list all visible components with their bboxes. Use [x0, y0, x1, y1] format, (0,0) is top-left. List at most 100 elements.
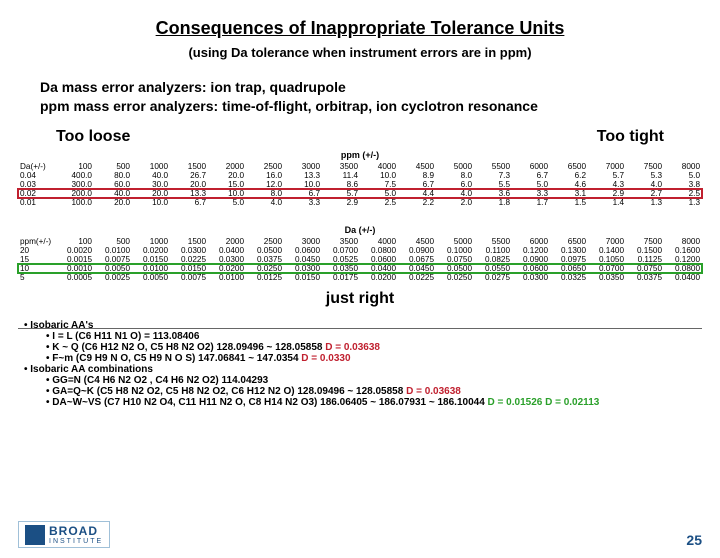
table-cell: 10.0 [208, 189, 246, 198]
table-cell: 4.6 [550, 180, 588, 189]
table-cell: 0.0015 [56, 255, 94, 264]
table-cell: 8.9 [398, 171, 436, 180]
table-cell: 0.0250 [246, 264, 284, 273]
table-row: 50.00050.00250.00500.00750.01000.01250.0… [18, 273, 702, 282]
table-cell: 0.1000 [436, 246, 474, 255]
table-col-header: 8000 [664, 162, 702, 171]
table-cell: 80.0 [94, 171, 132, 180]
table-col-header: 6000 [512, 237, 550, 246]
table-cell: 0.0500 [246, 246, 284, 255]
table-cell: 0.1125 [626, 255, 664, 264]
logo-square-icon [25, 525, 45, 545]
table-row-label: 10 [18, 264, 56, 273]
table-row: 0.03300.060.030.020.015.012.010.08.67.56… [18, 180, 702, 189]
table-cell: 3.6 [474, 189, 512, 198]
table-cell: 0.0150 [170, 264, 208, 273]
table-da-caption: ppm (+/-) [18, 150, 702, 160]
body-text: Da mass error analyzers: ion trap, quadr… [40, 78, 680, 116]
table-col-header: 1500 [170, 162, 208, 171]
body-line-2: ppm mass error analyzers: time-of-flight… [40, 97, 680, 116]
table-cell: 0.0300 [512, 273, 550, 282]
table-cell: 0.1200 [664, 255, 702, 264]
table-col-header: 2500 [246, 162, 284, 171]
too-tight-label: Too tight [597, 128, 664, 146]
table-cell: 0.0100 [94, 246, 132, 255]
table-cell: 5.0 [664, 171, 702, 180]
table-header-label: Da(+/-) [18, 162, 56, 171]
table-col-header: 100 [56, 162, 94, 171]
table-cell: 1.8 [474, 198, 512, 207]
table-cell: 0.0375 [626, 273, 664, 282]
broad-logo: BROAD INSTITUTE [18, 521, 110, 548]
table-cell: 0.0250 [436, 273, 474, 282]
bullet-item: • Isobaric AA combinations [24, 364, 720, 375]
table-cell: 5.3 [626, 171, 664, 180]
table-cell: 4.0 [626, 180, 664, 189]
table-cell: 0.0150 [284, 273, 322, 282]
table-cell: 1.3 [626, 198, 664, 207]
table-col-header: 2000 [208, 162, 246, 171]
table-cell: 0.0800 [664, 264, 702, 273]
table-cell: 0.0075 [94, 255, 132, 264]
table-cell: 1.3 [664, 198, 702, 207]
table-col-header: 6500 [550, 162, 588, 171]
table-header-label: ppm(+/-) [18, 237, 56, 246]
table-cell: 0.0300 [284, 264, 322, 273]
table-cell: 0.0825 [474, 255, 512, 264]
table-cell: 0.0325 [550, 273, 588, 282]
table-cell: 2.7 [626, 189, 664, 198]
divider [18, 328, 702, 329]
table-cell: 0.0200 [132, 246, 170, 255]
table-cell: 0.0975 [550, 255, 588, 264]
table-cell: 0.0800 [360, 246, 398, 255]
table-cell: 6.2 [550, 171, 588, 180]
table-cell: 5.5 [474, 180, 512, 189]
table-col-header: 1000 [132, 237, 170, 246]
table-cell: 0.0200 [208, 264, 246, 273]
table-cell: 6.7 [512, 171, 550, 180]
table-col-header: 6500 [550, 237, 588, 246]
table-col-header: 5000 [436, 237, 474, 246]
table-cell: 4.3 [588, 180, 626, 189]
table-cell: 60.0 [94, 180, 132, 189]
table-col-header: 500 [94, 162, 132, 171]
table-cell: 0.0400 [208, 246, 246, 255]
table-cell: 0.0450 [284, 255, 322, 264]
bullet-item: • GA=Q~K (C5 H8 N2 O2, C5 H8 N2 O2, C6 H… [46, 386, 720, 397]
table-cell: 5.7 [322, 189, 360, 198]
table-cell: 3.3 [512, 189, 550, 198]
table-cell: 2.2 [398, 198, 436, 207]
table-cell: 20.0 [208, 171, 246, 180]
table-cell: 20.0 [132, 189, 170, 198]
table-cell: 4.0 [436, 189, 474, 198]
table-cell: 0.0750 [626, 264, 664, 273]
table-cell: 0.1500 [626, 246, 664, 255]
table-cell: 0.1300 [550, 246, 588, 255]
table-row: 0.04400.080.040.026.720.016.013.311.410.… [18, 171, 702, 180]
table-ppm: Da (+/-) ppm(+/-)10050010001500200025003… [18, 225, 702, 282]
table-cell: 1.5 [550, 198, 588, 207]
table-cell: 0.1600 [664, 246, 702, 255]
slide-title: Consequences of Inappropriate Tolerance … [0, 18, 720, 39]
table-col-header: 5500 [474, 162, 512, 171]
bullet-item: • DA~W~VS (C7 H10 N2 O4, C11 H11 N2 O, C… [46, 397, 720, 408]
slide-footer: BROAD INSTITUTE 25 [18, 521, 702, 548]
table-cell: 0.0375 [246, 255, 284, 264]
table-cell: 3.1 [550, 189, 588, 198]
logo-sub: INSTITUTE [49, 538, 103, 545]
table-cell: 12.0 [246, 180, 284, 189]
table-row-label: 0.01 [18, 198, 56, 207]
table-cell: 0.0600 [512, 264, 550, 273]
table-col-header: 7000 [588, 237, 626, 246]
label-row: Too loose Too tight [56, 128, 664, 146]
table-cell: 16.0 [246, 171, 284, 180]
table-cell: 0.0050 [132, 273, 170, 282]
table-col-header: 4000 [360, 237, 398, 246]
table-cell: 0.0900 [512, 255, 550, 264]
table-cell: 13.3 [284, 171, 322, 180]
table-cell: 15.0 [208, 180, 246, 189]
table-cell: 0.1050 [588, 255, 626, 264]
table-cell: 5.0 [208, 198, 246, 207]
table-row-label: 20 [18, 246, 56, 255]
page-number: 25 [686, 532, 702, 548]
